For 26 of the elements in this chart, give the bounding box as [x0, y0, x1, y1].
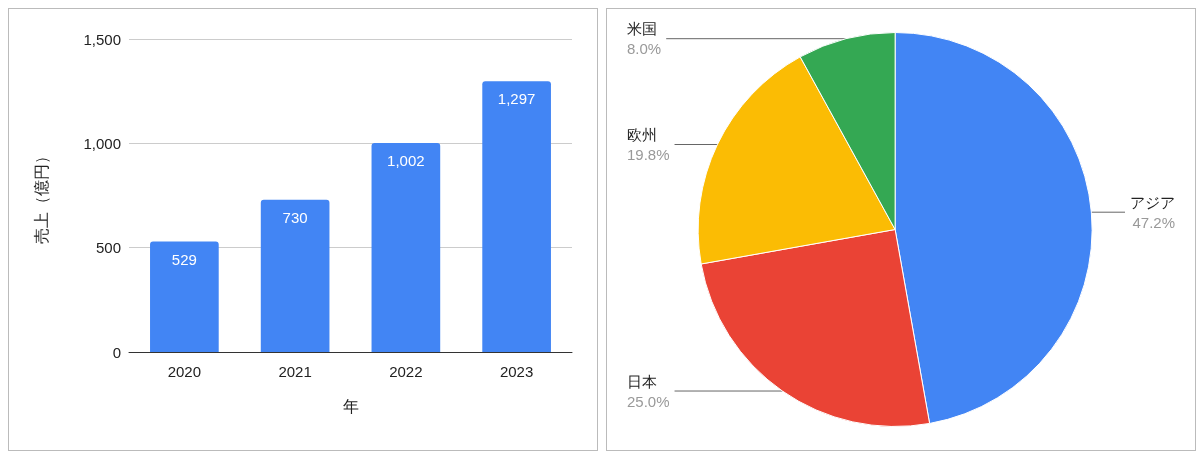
data-label: 1,297	[497, 90, 536, 108]
x-tick-label: 2020	[167, 363, 202, 380]
data-label: 25.0%	[627, 392, 670, 410]
y-tick-label: 1,000	[83, 134, 121, 152]
data-label: 8.0%	[627, 40, 662, 58]
y-axis-title: 売上（億円）	[32, 147, 50, 244]
slice-label: 欧州	[627, 126, 657, 143]
y-tick-label: 0	[112, 343, 121, 361]
slice-label: アジア	[1130, 193, 1175, 211]
x-axis-title: 年	[342, 397, 359, 415]
x-tick-label: 2022	[389, 363, 423, 380]
bar	[260, 199, 330, 352]
data-label: 47.2%	[1132, 213, 1175, 231]
x-tick-label: 2021	[278, 363, 312, 380]
bar	[482, 81, 551, 352]
data-label: 529	[171, 250, 197, 268]
data-label: 1,002	[387, 151, 425, 169]
data-label: 730	[282, 208, 308, 226]
bar	[150, 241, 219, 352]
y-tick-label: 1,500	[83, 30, 121, 48]
data-label: 19.8%	[627, 146, 670, 163]
slice-label: 日本	[627, 372, 657, 390]
slice-label: 米国	[627, 20, 657, 38]
bar	[371, 142, 441, 352]
x-tick-label: 2023	[499, 363, 534, 380]
y-tick-label: 500	[95, 239, 121, 257]
